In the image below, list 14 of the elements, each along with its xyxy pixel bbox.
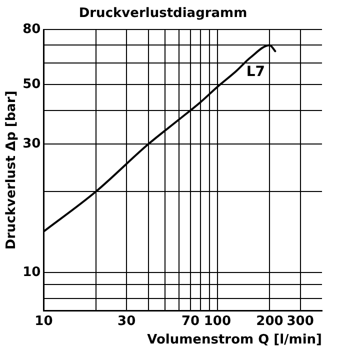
x-tick-label: 30	[118, 314, 136, 329]
y-tick-label: 30	[22, 136, 41, 152]
x-tick-label: 10	[34, 314, 53, 329]
chart-title: Druckverlustdiagramm	[78, 6, 248, 22]
y-tick-label: 80	[22, 22, 41, 37]
x-tick-label: 300	[286, 314, 314, 329]
y-tick-label: 10	[22, 264, 41, 280]
y-tick-label: 50	[22, 76, 41, 92]
x-tick-label: 100	[204, 314, 231, 329]
x-axis-title: Volumenstrom Q [l/min]	[147, 332, 322, 348]
y-axis-title: Druckverlust Δp [bar]	[4, 90, 20, 250]
x-tick-label: 200	[256, 314, 284, 329]
x-tick-label: 70	[181, 314, 200, 329]
series-label: L7	[246, 64, 266, 80]
